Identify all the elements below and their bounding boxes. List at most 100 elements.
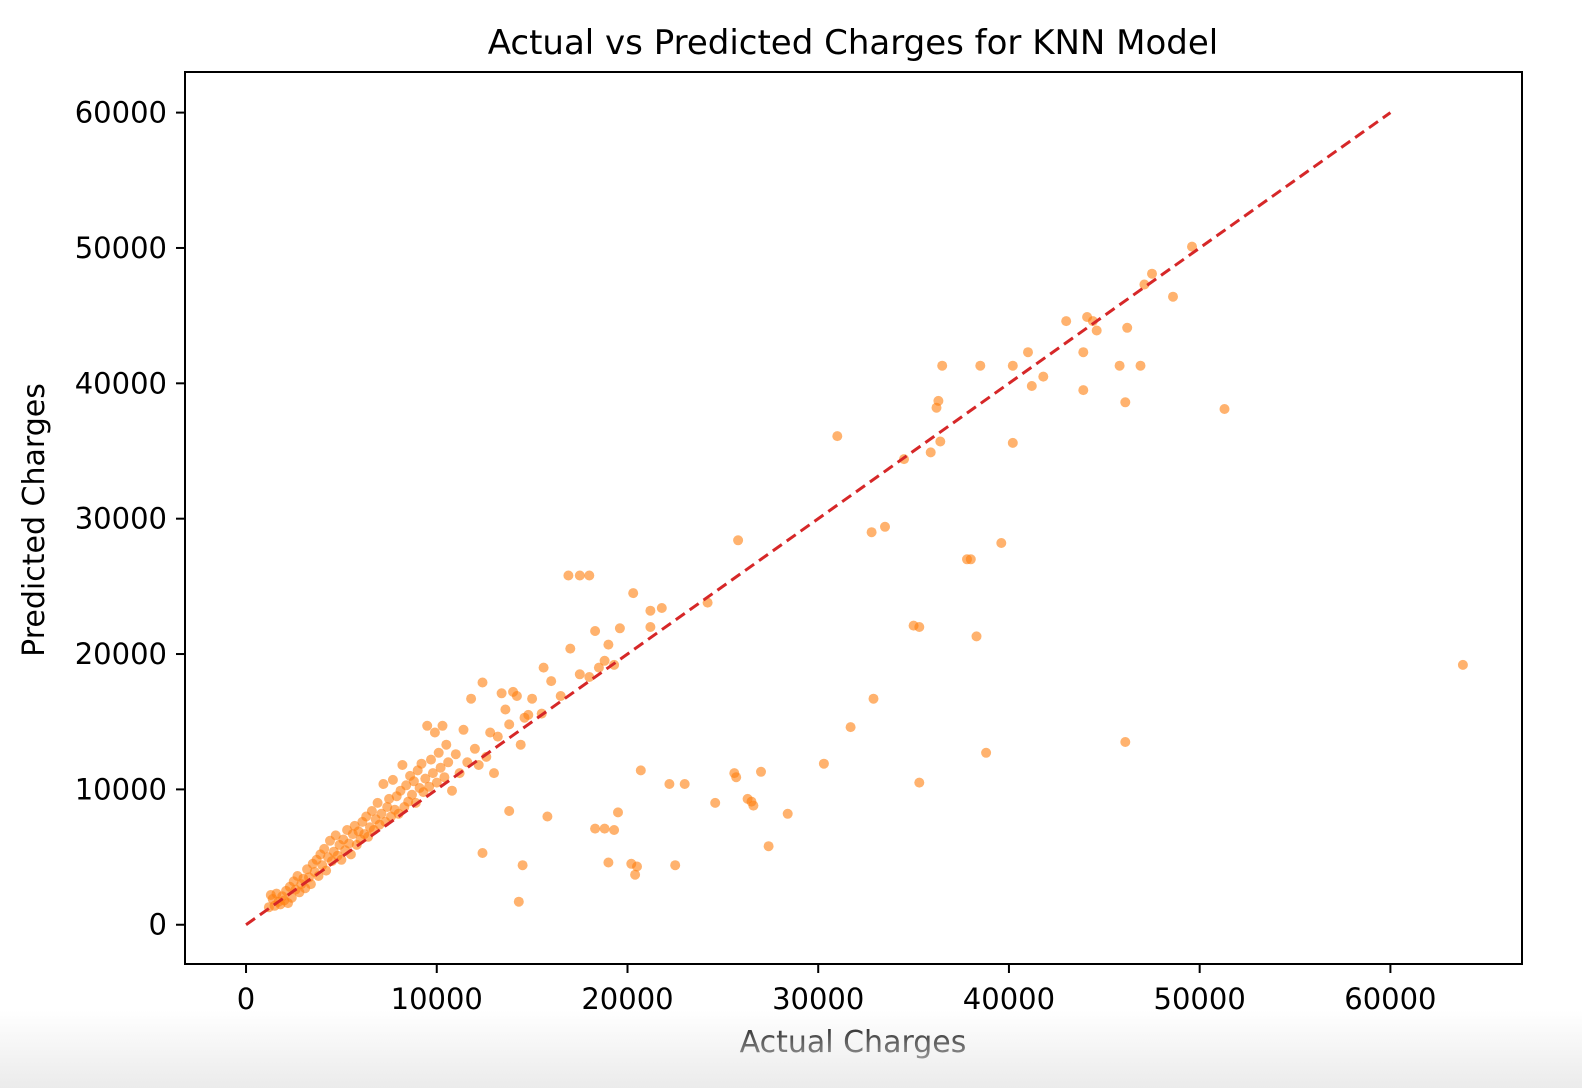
data-point — [933, 395, 944, 406]
data-point — [319, 843, 330, 854]
data-point — [458, 724, 469, 735]
data-point — [376, 808, 387, 819]
data-point — [996, 538, 1007, 548]
data-point — [511, 691, 522, 701]
y-axis-ticks: 0 10000 20000 30000 40000 50000 60000 — [75, 96, 185, 942]
data-point — [645, 605, 656, 616]
data-point — [477, 677, 488, 688]
data-point — [630, 869, 641, 880]
data-point — [563, 570, 574, 581]
data-point — [420, 773, 431, 784]
data-point — [656, 603, 667, 613]
data-point — [401, 780, 412, 791]
data-point — [450, 749, 461, 760]
data-point — [1114, 360, 1125, 371]
data-point — [1007, 360, 1018, 371]
data-point — [731, 772, 742, 783]
data-point — [845, 722, 856, 733]
x-tick-label: 50000 — [1154, 982, 1246, 1016]
data-point — [832, 431, 843, 442]
data-point — [504, 806, 515, 816]
data-point — [492, 731, 503, 742]
data-point — [599, 655, 610, 666]
data-point — [555, 691, 566, 701]
data-point — [382, 802, 393, 812]
data-point — [542, 811, 553, 822]
data-point — [489, 768, 499, 779]
y-axis-label: Predicted Charges — [17, 383, 52, 657]
data-point — [387, 774, 398, 785]
data-point — [935, 436, 946, 447]
data-point — [466, 693, 477, 704]
data-point — [710, 797, 721, 808]
data-point — [321, 865, 332, 876]
data-point — [437, 720, 448, 731]
data-point — [599, 823, 610, 834]
data-point — [868, 693, 879, 704]
data-point — [439, 772, 450, 783]
data-point — [429, 727, 440, 738]
y-tick-label: 0 — [149, 908, 167, 942]
data-point — [613, 807, 623, 818]
data-point — [1061, 316, 1072, 327]
data-point — [1007, 437, 1018, 448]
data-point — [574, 669, 585, 680]
data-point — [679, 779, 690, 789]
data-point — [614, 623, 625, 634]
data-point — [513, 896, 524, 907]
data-point — [416, 758, 427, 769]
data-point — [378, 779, 389, 789]
data-point — [538, 662, 549, 673]
data-point — [1168, 291, 1178, 302]
data-point — [397, 760, 408, 770]
data-point — [603, 639, 614, 650]
data-point — [782, 808, 793, 819]
data-point — [670, 860, 681, 871]
data-point — [408, 776, 419, 787]
data-point — [1147, 268, 1157, 279]
data-point — [427, 768, 438, 779]
data-point — [523, 709, 534, 720]
data-point — [593, 662, 604, 673]
data-point — [584, 570, 595, 581]
data-point — [664, 779, 675, 789]
data-point — [426, 754, 436, 765]
data-point — [527, 693, 538, 704]
data-point — [422, 720, 433, 731]
data-point — [496, 688, 507, 699]
data-point — [1219, 404, 1230, 414]
data-point — [366, 806, 377, 816]
data-point — [517, 860, 528, 871]
x-axis-label: Actual Charges — [740, 1025, 967, 1060]
data-point — [590, 823, 601, 834]
data-point — [609, 825, 620, 835]
data-point — [424, 781, 435, 792]
data-point — [431, 777, 442, 788]
data-point — [1026, 381, 1037, 391]
data-point — [975, 360, 986, 371]
x-tick-label: 60000 — [1344, 982, 1436, 1016]
data-point — [937, 360, 948, 371]
x-tick-label: 10000 — [391, 982, 483, 1016]
y-tick-label: 60000 — [75, 96, 167, 130]
data-point — [469, 743, 480, 754]
data-point — [590, 626, 601, 636]
data-point — [546, 676, 557, 687]
data-point — [866, 527, 877, 538]
data-point — [981, 747, 992, 758]
data-point — [1023, 347, 1033, 358]
data-point — [1078, 347, 1089, 358]
data-point — [1120, 737, 1131, 747]
data-point — [632, 861, 642, 872]
data-point — [635, 765, 646, 776]
data-point — [485, 727, 496, 738]
data-point — [1122, 322, 1133, 333]
data-point — [500, 704, 511, 715]
data-point — [914, 777, 925, 788]
data-point — [925, 447, 936, 458]
reference-line — [245, 111, 1392, 926]
data-point — [733, 535, 744, 546]
data-point — [1135, 360, 1146, 371]
data-point — [330, 830, 341, 841]
